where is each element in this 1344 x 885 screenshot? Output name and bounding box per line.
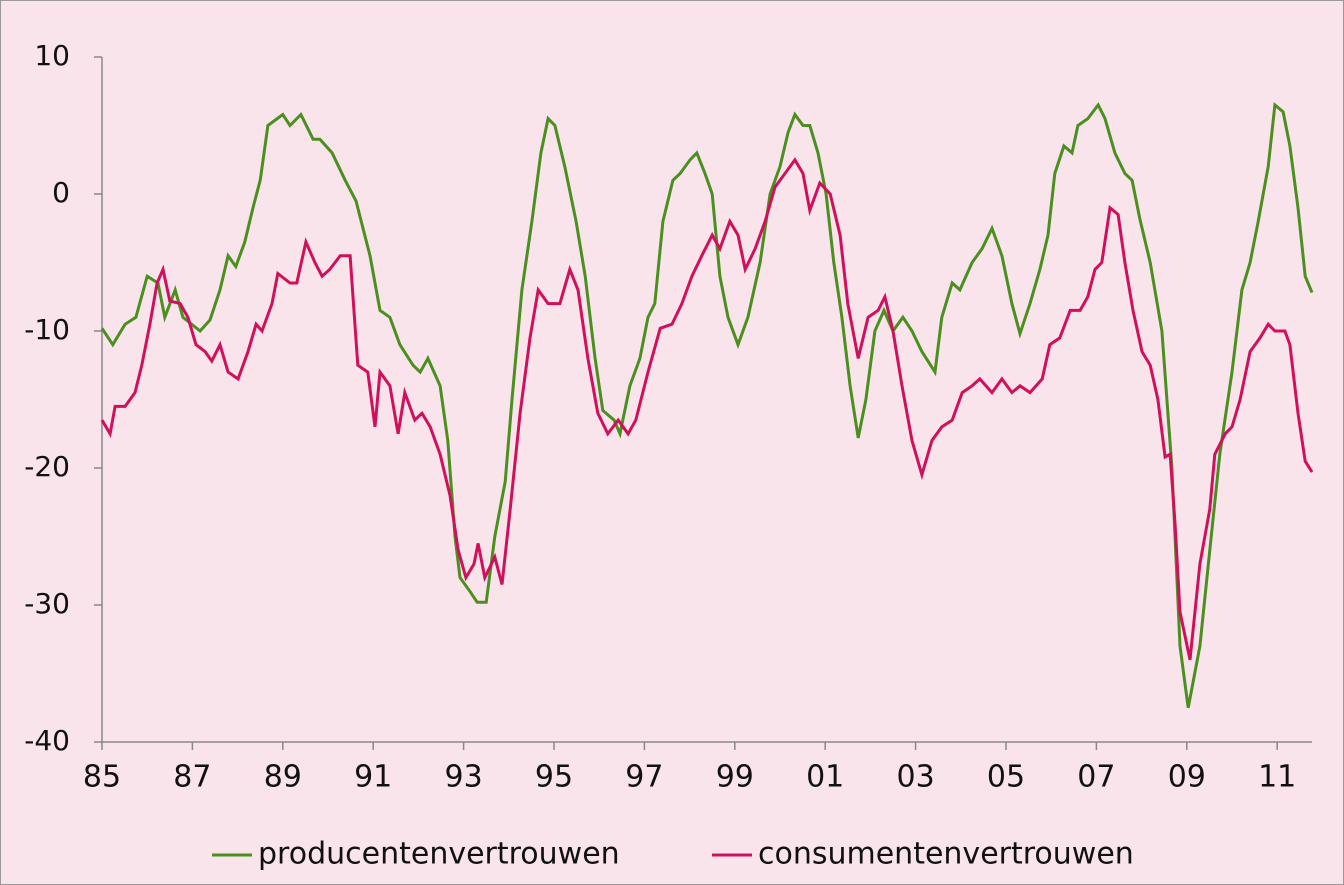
x-tick-label: 05 <box>987 760 1025 795</box>
line <box>100 101 1314 709</box>
x-tick-label: 11 <box>1258 760 1296 795</box>
y-tick-label: -10 <box>24 313 70 346</box>
x-tick-label: 85 <box>83 760 121 795</box>
x-tick-label: 93 <box>445 760 483 795</box>
x-tick-label: 07 <box>1077 760 1115 795</box>
x-tick-label: 89 <box>264 760 302 795</box>
y-tick-label: 0 <box>52 176 70 209</box>
x-tick-label: 97 <box>625 760 663 795</box>
x-tick-label: 91 <box>354 760 392 795</box>
x-tick-label: 03 <box>897 760 935 795</box>
line <box>100 157 1314 661</box>
y-tick-label: -30 <box>24 587 70 620</box>
legend-label: consumentenvertrouwen <box>758 837 1134 872</box>
y-tick-label: -40 <box>24 724 70 757</box>
y-tick-label: -20 <box>24 450 70 483</box>
x-tick-label: 09 <box>1168 760 1206 795</box>
x-tick-label: 87 <box>173 760 211 795</box>
y-tick-label: 10 <box>34 39 70 72</box>
x-tick-label: 95 <box>535 760 573 795</box>
x-tick-label: 99 <box>716 760 754 795</box>
x-tick-label: 01 <box>806 760 844 795</box>
legend-label: producentenvertrouwen <box>258 837 620 872</box>
